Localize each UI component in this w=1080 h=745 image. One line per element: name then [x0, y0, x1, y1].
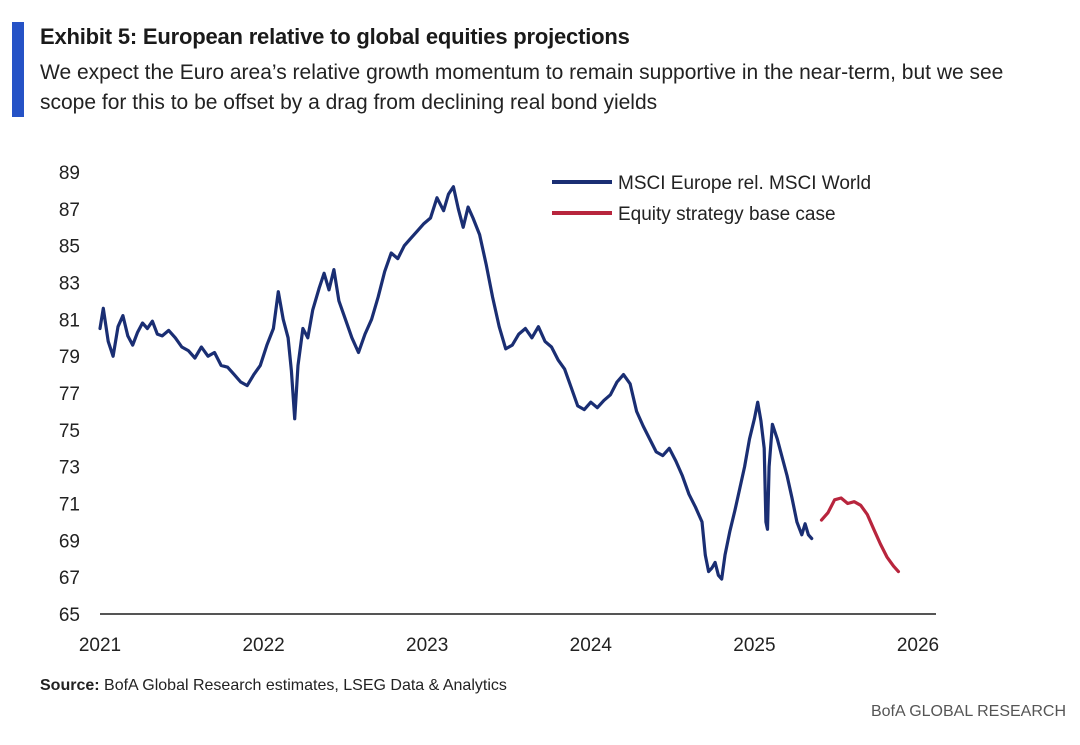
series-line-equity-base-case — [819, 496, 901, 574]
legend-label: MSCI Europe rel. MSCI World — [618, 173, 871, 194]
x-tick-label: 2021 — [79, 635, 121, 656]
y-tick-label: 85 — [59, 237, 80, 258]
legend-label: Equity strategy base case — [618, 204, 836, 225]
x-tick-label: 2023 — [406, 635, 448, 656]
legend: MSCI Europe rel. MSCI World Equity strate… — [552, 173, 871, 225]
y-tick-label: 83 — [59, 274, 80, 295]
y-axis-tick-labels: 65 67 69 71 73 75 77 79 81 83 85 87 89 — [59, 163, 80, 626]
y-tick-label: 73 — [59, 458, 80, 479]
x-tick-label: 2025 — [733, 635, 775, 656]
y-tick-label: 75 — [59, 421, 80, 442]
y-tick-label: 67 — [59, 568, 80, 589]
source-label: Source: — [40, 677, 100, 694]
x-tick-label: 2024 — [570, 635, 613, 656]
source-note: Source: BofA Global Research estimates, … — [40, 677, 507, 695]
page-subtitle: We expect the Euro area’s relative growt… — [40, 61, 1004, 114]
source-text: BofA Global Research estimates, LSEG Dat… — [99, 677, 507, 694]
y-tick-label: 81 — [59, 310, 80, 331]
x-tick-label: 2026 — [897, 635, 939, 656]
y-tick-label: 77 — [59, 384, 80, 405]
y-tick-label: 87 — [59, 200, 80, 221]
accent-bar — [12, 22, 24, 117]
y-tick-label: 65 — [59, 605, 80, 626]
series-layer — [98, 185, 901, 581]
x-tick-label: 2022 — [242, 635, 284, 656]
brand-label: BofA GLOBAL RESEARCH — [870, 703, 1066, 720]
y-tick-label: 79 — [59, 347, 80, 368]
x-axis-tick-labels: 2021 2022 2023 2024 2025 2026 — [79, 635, 939, 656]
page-title: Exhibit 5: European relative to global e… — [40, 24, 630, 49]
series-line-msci-europe-rel-world — [98, 185, 814, 581]
y-tick-label: 71 — [59, 495, 80, 516]
y-tick-label: 89 — [59, 163, 80, 184]
y-tick-label: 69 — [59, 531, 80, 552]
